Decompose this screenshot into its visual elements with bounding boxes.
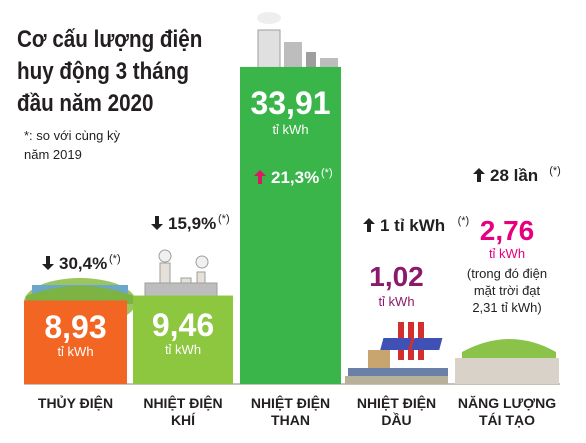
bar-2 (240, 66, 341, 384)
change-arrow-3 (363, 218, 375, 232)
comparison-note: *: so với cùng kỳ năm 2019 (24, 126, 174, 164)
value-label-4: 2,76 (480, 215, 535, 246)
category-label-3-0: NHIỆT ĐIỆN (357, 394, 436, 411)
bar-4 (455, 358, 559, 384)
change-text-2: 21,3% (271, 168, 319, 187)
category-label-2-0: NHIỆT ĐIỆN (251, 394, 330, 411)
title-line-3: đầu năm 2020 (17, 90, 154, 117)
value-label-0: 8,93 (44, 309, 106, 345)
unit-label-4: tỉ kWh (489, 246, 525, 261)
up-arrow-icon (473, 168, 485, 182)
change-mark-3: (*) (458, 215, 470, 227)
change-text-1: 15,9% (168, 214, 216, 233)
category-label-2-1: THAN (271, 412, 310, 428)
up-arrow-icon (363, 218, 375, 232)
change-text-3: 1 tỉ kWh (380, 216, 445, 235)
extra-note-line-1: mặt trời đạt (474, 283, 541, 298)
down-arrow-icon (151, 216, 163, 230)
note-line-1: *: so với cùng kỳ (24, 128, 120, 143)
category-label-4-0: NĂNG LƯỢNG (458, 395, 556, 411)
down-arrow-icon (42, 256, 54, 270)
bar-0 (24, 300, 127, 384)
unit-label-3: tỉ kWh (378, 294, 414, 309)
bar-1 (133, 295, 233, 384)
unit-label-0: tỉ kWh (57, 344, 93, 359)
category-label-4-1: TÁI TẠO (479, 412, 535, 428)
extra-note-line-0: (trong đó điện (467, 266, 547, 281)
bar-3 (345, 376, 448, 384)
change-arrow-1 (151, 216, 163, 230)
change-mark-1: (*) (218, 213, 230, 225)
change-mark-2: (*) (321, 167, 333, 179)
note-line-2: năm 2019 (24, 147, 82, 162)
change-arrow-4 (473, 168, 485, 182)
extra-note-line-2: 2,31 tỉ kWh) (472, 300, 541, 315)
change-mark-4: (*) (549, 165, 561, 177)
change-arrow-0 (42, 256, 54, 270)
chart-title: Cơ cấu lượng điện huy động 3 tháng đầu n… (17, 24, 215, 120)
category-label-1-0: NHIỆT ĐIỆN (143, 394, 222, 411)
value-label-3: 1,02 (369, 261, 424, 292)
value-label-1: 9,46 (152, 307, 214, 343)
category-label-3-1: DẦU (381, 412, 411, 428)
change-arrow-2 (254, 170, 266, 184)
up-arrow-icon (254, 170, 266, 184)
solar-panel-illustration (380, 338, 556, 362)
unit-label-1: tỉ kWh (165, 342, 201, 357)
category-label-1-1: KHÍ (171, 412, 196, 428)
unit-label-2: tỉ kWh (272, 122, 308, 137)
bars-group (24, 66, 559, 384)
change-text-4: 28 lần (490, 166, 538, 185)
category-label-0-0: THỦY ĐIỆN (38, 394, 113, 411)
change-mark-0: (*) (109, 253, 121, 265)
coal-plant-illustration (257, 12, 338, 71)
title-line-1: Cơ cấu lượng điện (17, 26, 203, 53)
change-text-0: 30,4% (59, 254, 107, 273)
value-label-2: 33,91 (250, 85, 330, 121)
gas-plant-illustration (144, 249, 218, 298)
title-line-2: huy động 3 tháng (17, 58, 189, 85)
